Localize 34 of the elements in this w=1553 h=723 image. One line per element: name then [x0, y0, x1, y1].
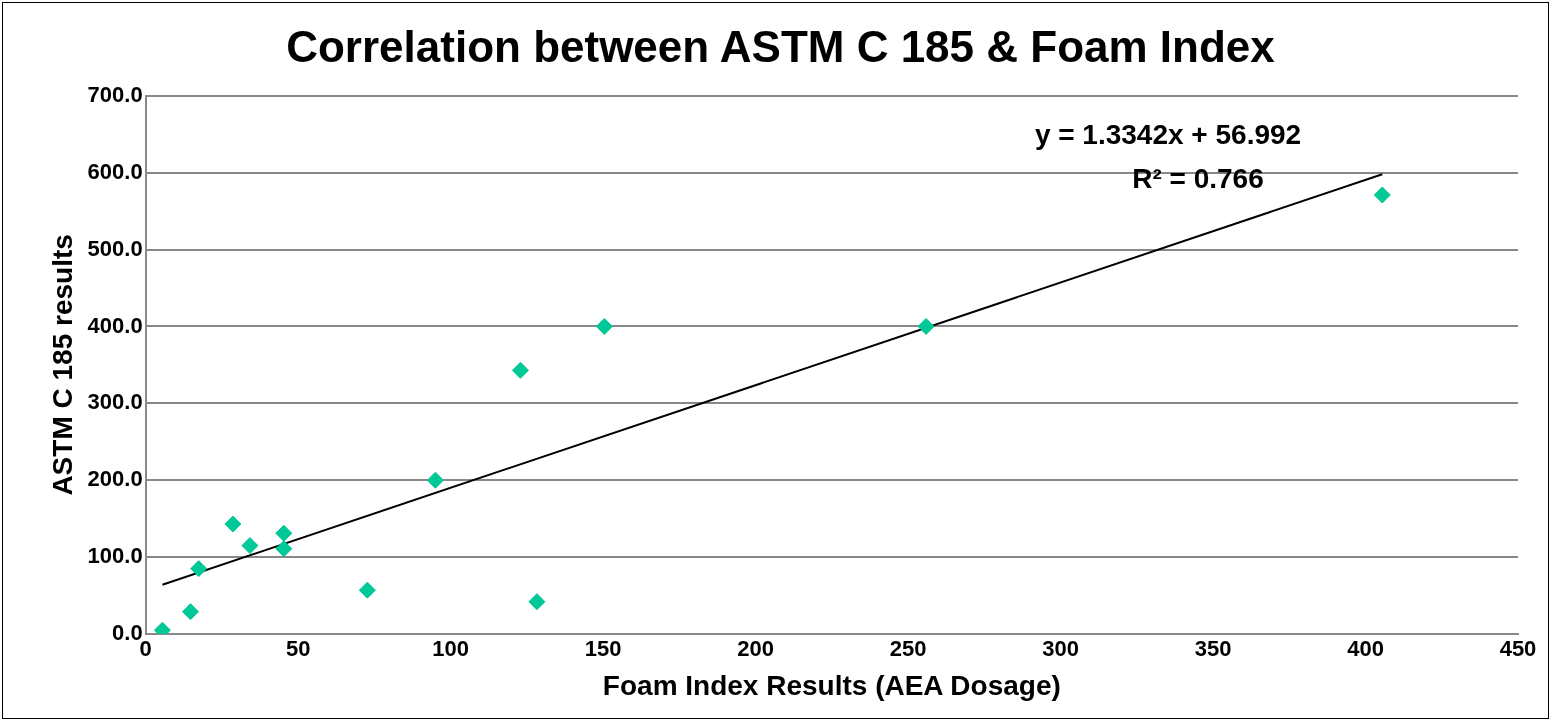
point: [528, 593, 546, 611]
point: [595, 317, 613, 335]
annotation: y = 1.3342x + 56.992: [1034, 118, 1302, 150]
point: [275, 540, 293, 558]
x-tick-label: 350: [1194, 636, 1232, 662]
x-axis-title: Foam Index Results (AEA Dosage): [602, 669, 1061, 701]
x-tick-label: 150: [584, 636, 622, 662]
point: [426, 471, 444, 489]
annotation: R² = 0.766: [1132, 162, 1264, 194]
y-tick-label: 600.0: [87, 158, 143, 184]
x-tick-label: 450: [1499, 636, 1537, 662]
y-tick-label: 400.0: [87, 312, 143, 338]
y-axis-title: ASTM C 185 results: [46, 234, 78, 496]
chart-title: Correlation between ASTM C 185 & Foam Index: [286, 21, 1276, 71]
point: [1373, 186, 1391, 204]
y-tick-label: 100.0: [87, 543, 143, 569]
x-tick-label: 50: [285, 636, 311, 662]
x-tick-label: 400: [1347, 636, 1384, 662]
x-tick-label: 200: [737, 636, 774, 662]
y-tick-label: 700.0: [87, 81, 143, 107]
point: [511, 361, 529, 379]
point: [224, 515, 242, 533]
point: [358, 581, 376, 599]
point: [241, 537, 259, 555]
point: [917, 317, 935, 335]
point: [275, 524, 293, 542]
x-tick-label: 100: [432, 636, 469, 662]
y-tick-label: 300.0: [87, 389, 143, 415]
x-tick-label: 250: [889, 636, 927, 662]
y-tick-label: 200.0: [87, 466, 143, 492]
y-tick-label: 500.0: [87, 235, 143, 261]
point: [190, 560, 208, 578]
x-tick-label: 300: [1042, 636, 1079, 662]
point: [181, 603, 199, 621]
